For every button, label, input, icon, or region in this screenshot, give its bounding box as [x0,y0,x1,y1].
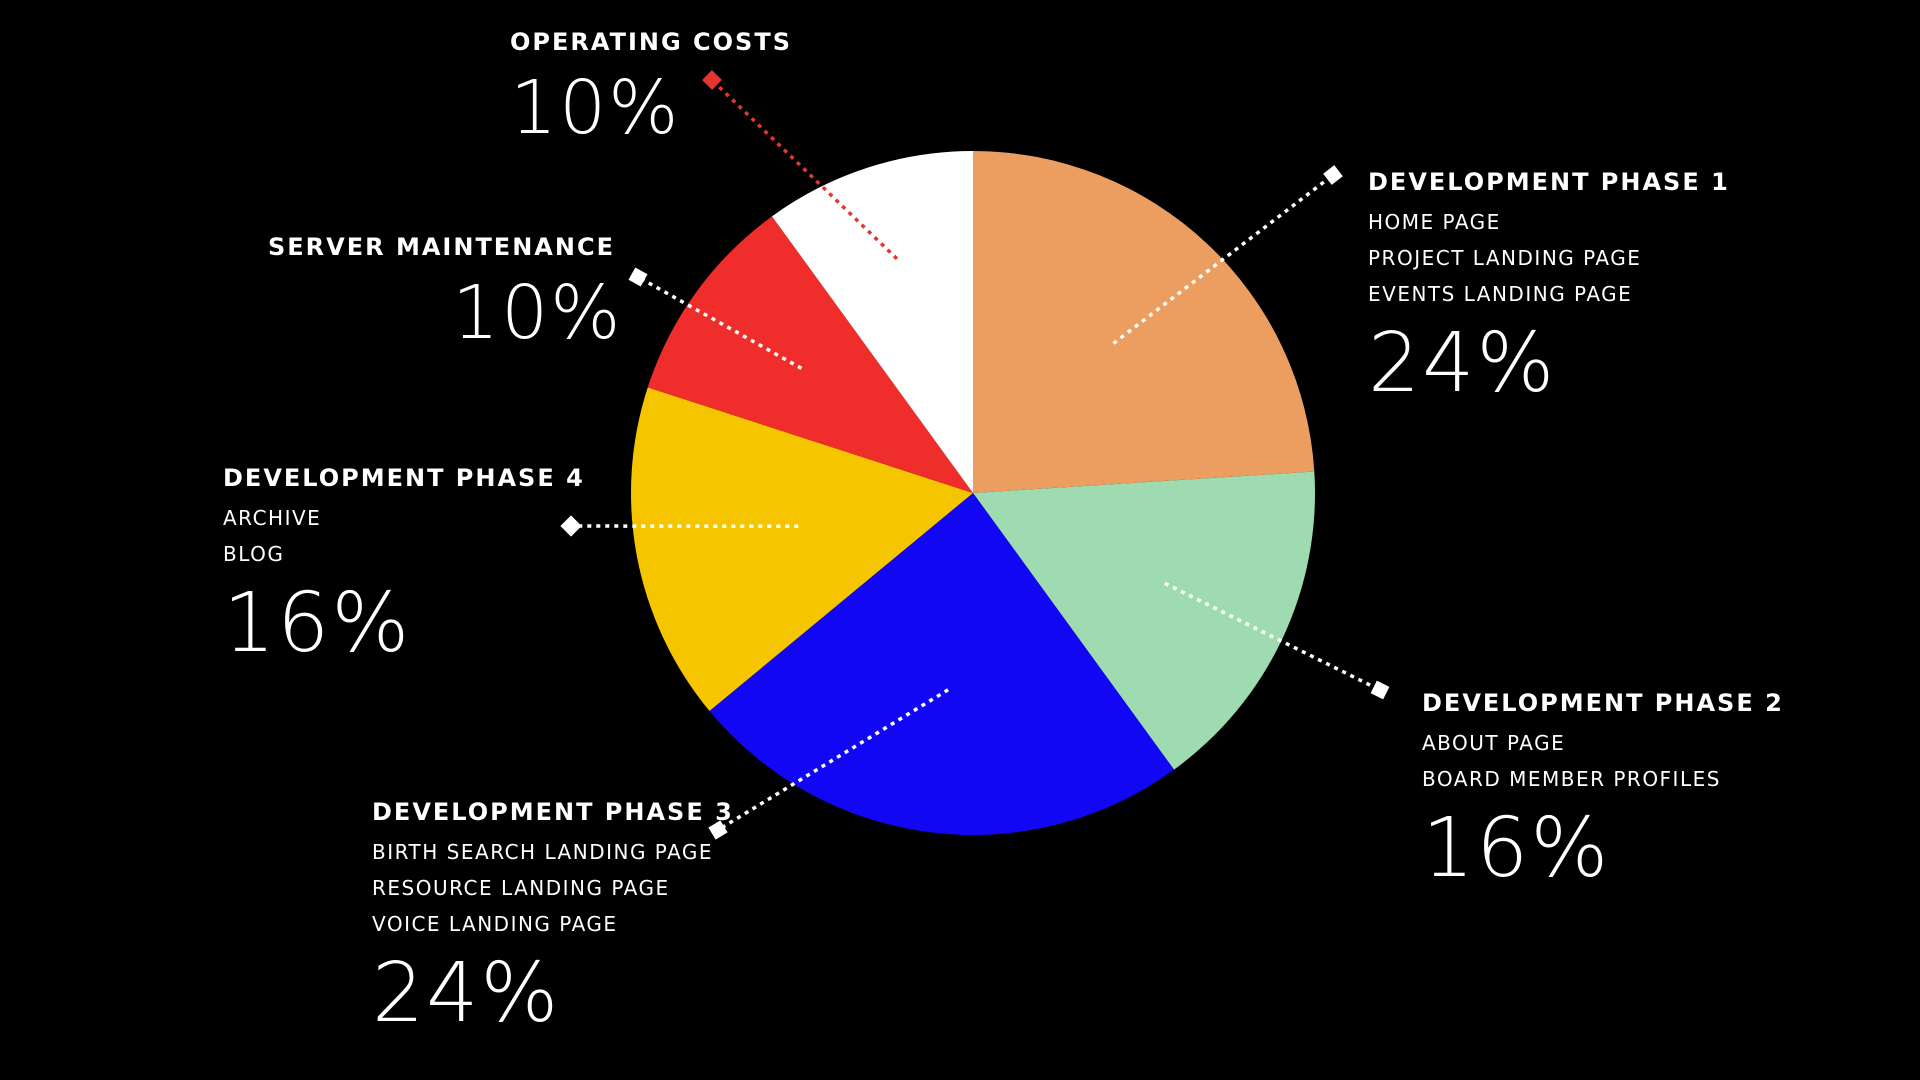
slice-label: DEVELOPMENT PHASE 3 [372,798,734,826]
slice-items: HOME PAGE PROJECT LANDING PAGE EVENTS LA… [1368,204,1730,312]
slice-item: HOME PAGE [1368,210,1501,234]
leader-marker-phase2 [1370,680,1390,700]
slice-label: DEVELOPMENT PHASE 4 [223,464,585,492]
pie-slices [631,150,1316,835]
pie-slice-phase4 [631,387,973,711]
pie-slice-operating [771,151,973,493]
leader-line-phase1 [1112,173,1335,345]
slice-percent: 10% [510,65,681,151]
slice-label: DEVELOPMENT PHASE 2 [1422,689,1784,717]
slice-item: PROJECT LANDING PAGE [1368,246,1642,270]
slice-item: BOARD MEMBER PROFILES [1422,767,1721,791]
leader-marker-phase1 [1323,165,1343,185]
slice-label: DEVELOPMENT PHASE 1 [1368,168,1730,196]
slice-percent: 16% [223,576,412,671]
slice-percent: 24% [372,946,561,1041]
pie-slice-phase2 [973,471,1316,770]
slice-item: VOICE LANDING PAGE [372,912,618,936]
callout-development-phase-2: DEVELOPMENT PHASE 2 ABOUT PAGE BOARD MEM… [1422,689,1784,895]
slice-item: ABOUT PAGE [1422,731,1566,755]
slice-item: BLOG [223,542,285,566]
slice-item: EVENTS LANDING PAGE [1368,282,1633,306]
slice-percent: 16% [1422,801,1611,896]
leader-line-operating [710,78,899,261]
slice-items: BIRTH SEARCH LANDING PAGE RESOURCE LANDI… [372,834,734,942]
callout-operating-costs: OPERATING COSTS 10% [510,28,792,150]
callout-development-phase-1: DEVELOPMENT PHASE 1 HOME PAGE PROJECT LA… [1368,168,1730,410]
callout-server-maintenance: SERVER MAINTENANCE 10% [268,233,622,355]
leader-lines [560,70,1390,840]
leader-marker-phase4 [560,515,582,537]
callout-development-phase-4: DEVELOPMENT PHASE 4 ARCHIVE BLOG 16% [223,464,585,670]
slice-item: BIRTH SEARCH LANDING PAGE [372,840,714,864]
slice-label: SERVER MAINTENANCE [268,233,615,261]
slice-item: ARCHIVE [223,506,322,530]
slice-items: ARCHIVE BLOG [223,500,585,572]
leader-marker-server [628,267,648,287]
slice-items: ABOUT PAGE BOARD MEMBER PROFILES [1422,725,1784,797]
leader-line-server [637,275,803,370]
slice-percent: 24% [1368,316,1557,411]
leader-marker-operating [702,70,722,90]
leader-line-phase2 [1164,581,1381,692]
pie-slice-phase3 [709,493,1175,835]
callout-development-phase-3: DEVELOPMENT PHASE 3 BIRTH SEARCH LANDING… [372,798,734,1040]
leader-marker-phase3 [708,820,728,840]
pie-slice-server [647,216,973,493]
slice-percent: 10% [452,270,623,356]
slice-item: RESOURCE LANDING PAGE [372,876,670,900]
slice-label: OPERATING COSTS [510,28,792,56]
